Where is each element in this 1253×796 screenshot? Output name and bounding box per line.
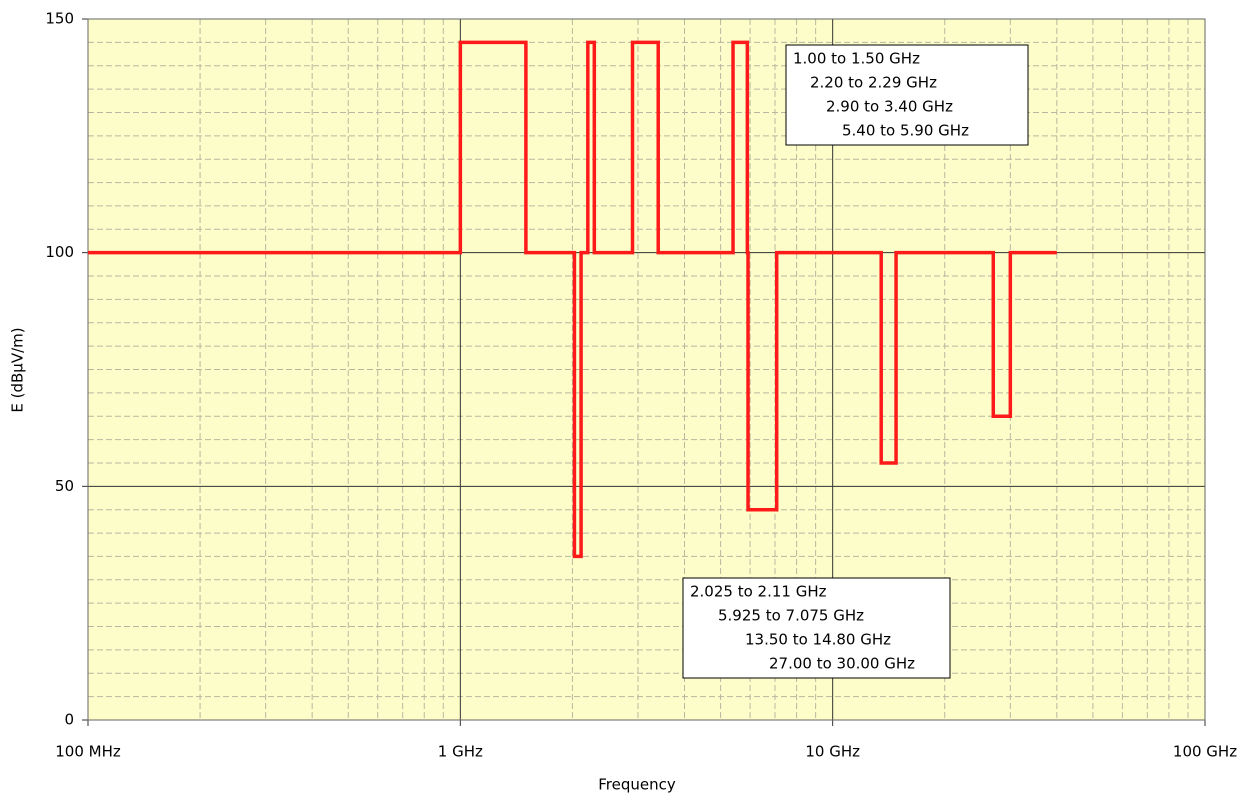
annotation-text: 13.50 to 14.80 GHz [745, 631, 891, 649]
annotation-text: 27.00 to 30.00 GHz [769, 655, 915, 673]
annotation-box [785, 44, 1029, 146]
x-tick-label: 10 GHz [805, 743, 860, 761]
x-tick-label: 100 GHz [1173, 743, 1237, 761]
y-tick-label: 0 [64, 711, 74, 729]
annotation-text: 1.00 to 1.50 GHz [793, 50, 920, 68]
x-tick-label: 100 MHz [55, 743, 121, 761]
annotation-text: 5.925 to 7.075 GHz [718, 607, 864, 625]
annotation-text: 2.025 to 2.11 GHz [690, 583, 827, 601]
annotation-text: 5.40 to 5.90 GHz [842, 122, 969, 140]
plot-border [87, 18, 1206, 721]
y-axis-label: E (dBµV/m) [9, 327, 27, 412]
y-tick-label: 100 [45, 243, 74, 261]
x-tick-label: 1 GHz [438, 743, 483, 761]
y-tick-label: 50 [55, 477, 74, 495]
annotation-text: 2.20 to 2.29 GHz [810, 74, 937, 92]
annotation-text: 2.90 to 3.40 GHz [826, 98, 953, 116]
y-tick-label: 150 [45, 10, 74, 28]
x-axis-label: Frequency [598, 776, 676, 794]
annotation-box [682, 577, 951, 679]
series-line [88, 40, 1057, 559]
